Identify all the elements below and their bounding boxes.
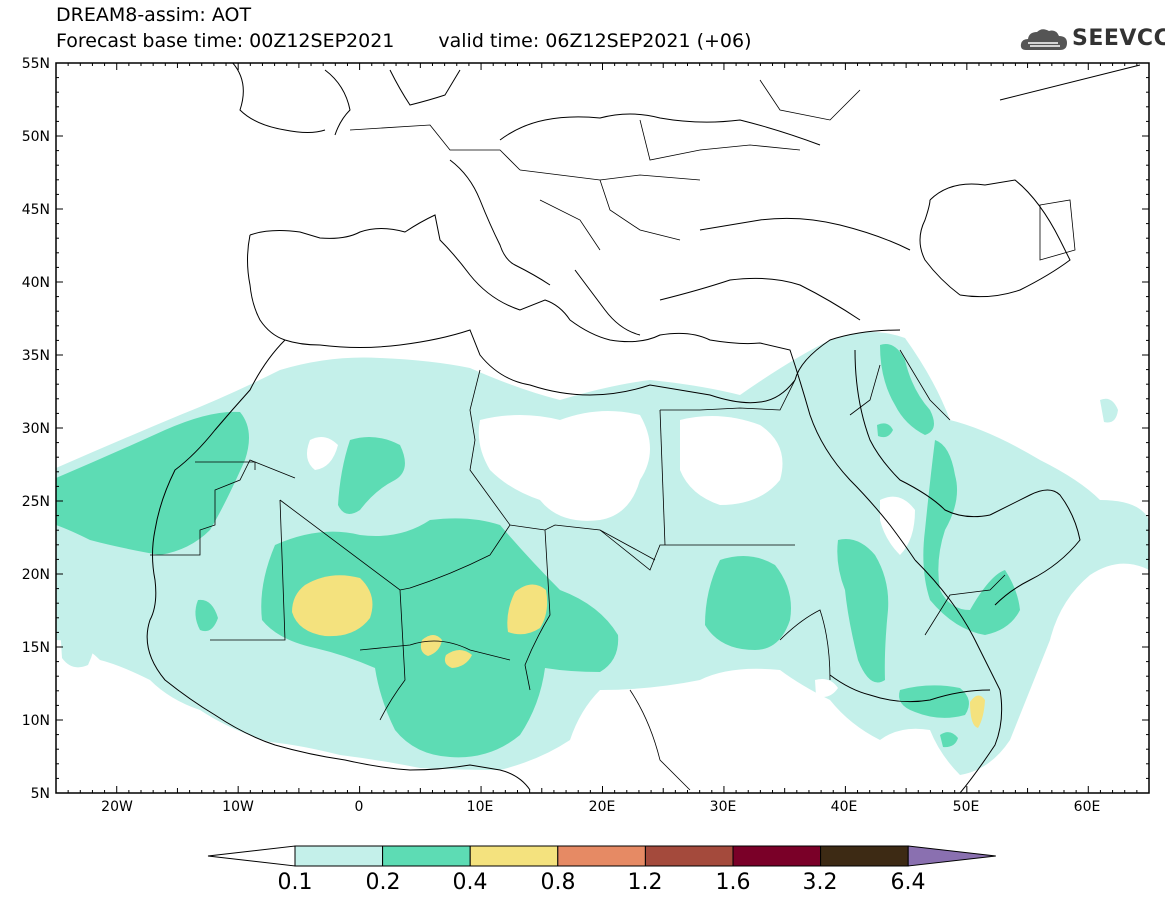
colorbar-swatch — [382, 845, 471, 867]
colorbar-low-arrow — [207, 845, 296, 867]
lon-label: 40E — [830, 799, 858, 815]
colorbar-swatch — [469, 845, 559, 867]
lon-label: 10W — [222, 799, 254, 815]
colorbar-swatch — [557, 845, 646, 867]
lat-label: 5N — [30, 786, 50, 802]
lon-label: 20E — [588, 799, 616, 815]
lat-label: 55N — [21, 56, 50, 72]
colorbar-high-arrow — [907, 845, 996, 867]
colorbar-label: 1.6 — [715, 870, 751, 895]
colorbar-label: 3.2 — [802, 870, 838, 895]
colorbar-swatch — [294, 845, 384, 867]
lat-label: 25N — [21, 494, 50, 510]
lat-label: 15N — [21, 640, 50, 656]
lat-label: 45N — [21, 202, 50, 218]
axis-ticks — [55, 62, 1150, 794]
colorbar-label: 0.4 — [452, 870, 488, 895]
aot-contours — [56, 331, 1149, 775]
lat-label: 40N — [21, 275, 50, 291]
lon-label: 20W — [101, 799, 133, 815]
lat-label: 50N — [21, 129, 50, 145]
lat-label: 30N — [21, 421, 50, 437]
colorbar-label: 1.2 — [627, 870, 663, 895]
colorbar-label: 0.8 — [540, 870, 576, 895]
lon-label: 60E — [1073, 799, 1101, 815]
lon-label: 0 — [354, 799, 364, 815]
borders — [150, 79, 1076, 791]
cloud-logo-icon — [1020, 29, 1067, 50]
colorbar-boxes — [294, 845, 996, 867]
chart-title: DREAM8-assim: AOT — [56, 4, 252, 26]
colorbar-label: 6.4 — [890, 870, 926, 895]
lon-label: 30E — [709, 799, 737, 815]
lat-label: 20N — [21, 567, 50, 583]
lat-label: 35N — [21, 348, 50, 364]
colorbar-swatch — [732, 845, 822, 867]
logo-text: SEEVCCC — [1072, 26, 1165, 51]
lon-label: 50E — [952, 799, 980, 815]
colorbar-swatch — [820, 845, 909, 867]
base-time-label: Forecast base time: 00Z12SEP2021 — [56, 30, 395, 52]
lat-label: 10N — [21, 713, 50, 729]
seevccc-logo: SEEVCCC — [1018, 24, 1165, 56]
lon-label: 10E — [466, 799, 494, 815]
time-info: Forecast base time: 00Z12SEP2021 valid ti… — [56, 32, 752, 51]
colorbar — [207, 845, 996, 867]
valid-time-label: valid time: 06Z12SEP2021 (+06) — [438, 30, 752, 52]
colorbar-swatch — [644, 845, 734, 867]
colorbar-label: 0.2 — [365, 870, 401, 895]
colorbar-label: 0.1 — [277, 870, 313, 895]
coastlines — [146, 63, 1141, 793]
